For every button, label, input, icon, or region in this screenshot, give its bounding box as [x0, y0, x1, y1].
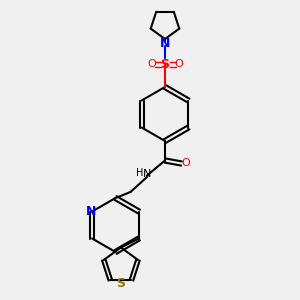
Text: S: S	[160, 58, 169, 71]
Text: O: O	[147, 59, 156, 70]
Text: N: N	[160, 37, 170, 50]
Text: O: O	[174, 59, 183, 70]
Text: H: H	[136, 167, 143, 178]
Text: O: O	[182, 158, 190, 169]
Text: N: N	[143, 169, 151, 179]
Text: N: N	[85, 205, 96, 218]
Text: S: S	[116, 277, 125, 290]
